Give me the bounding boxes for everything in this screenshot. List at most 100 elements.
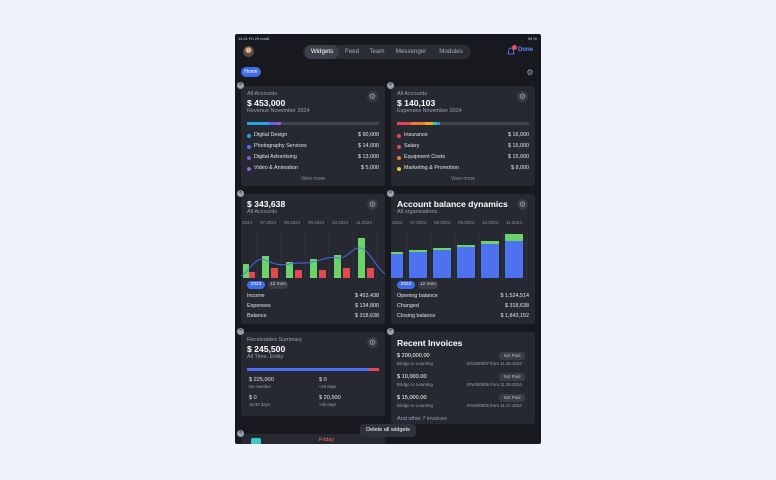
revenue-settings-icon[interactable]: ⚙: [367, 91, 378, 102]
expenses-item-dot: [397, 167, 401, 171]
expenses-item-dot: [397, 145, 401, 149]
calendar-card[interactable]: Friday: [241, 434, 385, 444]
balance-dynamics-card[interactable]: Account balance dynamics All organizatio…: [391, 194, 535, 324]
remove-widget-icon[interactable]: ×: [387, 328, 394, 335]
invoice-status-badge: Not Paid: [499, 394, 525, 402]
invoices-other[interactable]: And other 7 invoices: [397, 416, 447, 422]
revenue-bar-seg-5: [281, 122, 379, 125]
done-button[interactable]: Done: [518, 47, 533, 53]
invoice-amount: $ 15,000.00: [397, 395, 427, 401]
cashflow-label: All Accounts: [247, 209, 277, 215]
expenses-card[interactable]: All Accounts $ 140,103 Expenses November…: [391, 86, 535, 186]
invoice-row[interactable]: $ 200,000.00 Bridge to Learning INV000007 …: [391, 352, 535, 374]
cashflow-month-label: 2024: [242, 220, 253, 225]
tab-bar: Widgets Feed Team Messenger Modules: [303, 45, 471, 59]
settings-gear-icon[interactable]: ⚙: [526, 68, 534, 77]
remove-widget-icon[interactable]: ×: [387, 190, 394, 197]
cashflow-settings-icon[interactable]: ⚙: [367, 199, 378, 210]
invoice-number: INV000005 from 11.27.2024: [467, 403, 522, 408]
revenue-item-value: $ 14,000: [358, 143, 379, 149]
receivables-card[interactable]: Receivables Summary $ 245,500 All Time, …: [241, 332, 385, 416]
balance-settings-icon[interactable]: ⚙: [517, 199, 528, 210]
delete-all-widgets-button[interactable]: Delete all widgets: [360, 424, 416, 437]
invoice-status-badge: Not Paid: [499, 373, 525, 381]
balance-chart: [391, 226, 528, 278]
bucket-value: $ 0: [249, 395, 257, 401]
tab-widgets[interactable]: Widgets: [305, 45, 339, 59]
tab-messenger[interactable]: Messenger: [395, 48, 427, 55]
cashflow-chart: [241, 226, 385, 278]
balance-month-label: 10.2024: [482, 220, 499, 225]
period-pill-2024[interactable]: 2024: [247, 281, 265, 289]
period-pill-12-mon[interactable]: 12 mon: [418, 281, 438, 289]
balance-month-label: 2024: [392, 220, 403, 225]
battery-label: 94 %: [527, 36, 537, 41]
revenue-item-name: Video & Animation: [254, 165, 298, 171]
expenses-item-value: $ 16,000: [508, 132, 529, 138]
invoice-row[interactable]: $ 10,000.00 Bridge to Learning INV000006 f…: [391, 373, 535, 395]
balance-month-label: 07.2024: [410, 220, 427, 225]
expense-bar: [295, 270, 302, 278]
expenses-item: Insurance $ 16,000: [391, 131, 535, 142]
expenses-view-more[interactable]: View more: [450, 176, 476, 182]
tab-modules[interactable]: Modules: [439, 48, 463, 55]
cashflow-month-label: 08.2024: [284, 220, 301, 225]
tab-team[interactable]: Team: [369, 48, 385, 55]
avatar[interactable]: [243, 46, 254, 57]
summary-value: $ 453,438: [355, 293, 379, 299]
revenue-item: Video & Animation $ 5,000: [241, 164, 385, 175]
tablet-screen: 14:11 Fri 29 нояб. 94 % Widgets Feed Tea…: [235, 34, 541, 444]
expense-bar: [319, 270, 326, 278]
remove-widget-icon[interactable]: ×: [237, 82, 244, 89]
receivables-settings-icon[interactable]: ⚙: [367, 337, 378, 348]
summary-key: Balance: [247, 313, 267, 319]
expenses-item-dot: [397, 156, 401, 160]
bucket-label: 16-30 days: [249, 402, 270, 407]
expense-bar: [271, 268, 278, 278]
balance-change-bar: [433, 248, 451, 250]
revenue-account-label: All Accounts: [247, 91, 277, 97]
remove-widget-icon[interactable]: ×: [387, 82, 394, 89]
cashflow-card[interactable]: $ 343,638 All Accounts ⚙ 2024 07.2024 08…: [241, 194, 385, 324]
balance-bar: [409, 252, 427, 278]
revenue-item-dot: [247, 134, 251, 138]
balance-change-bar: [505, 234, 523, 241]
invoice-number: INV000007 from 11.28.2024: [467, 361, 522, 366]
remove-widget-icon[interactable]: ×: [237, 328, 244, 335]
period-pill-2024[interactable]: 2024: [397, 281, 415, 289]
balance-month-label: 11.2024: [506, 220, 522, 225]
revenue-view-more[interactable]: View more: [300, 176, 326, 182]
invoice-row[interactable]: $ 15,000.00 Bridge to Learning INV000005 f…: [391, 394, 535, 416]
balance-change-bar: [481, 241, 499, 244]
income-bar: [262, 256, 269, 278]
invoices-card[interactable]: Recent Invoices $ 200,000.00 Bridge to Le…: [391, 332, 535, 424]
invoice-client: Bridge to Learning: [397, 361, 433, 366]
remove-widget-icon[interactable]: ×: [237, 190, 244, 197]
expenses-amount: $ 140,103: [397, 98, 436, 108]
tab-feed[interactable]: Feed: [344, 48, 360, 55]
balance-change-bar: [457, 245, 475, 247]
revenue-card[interactable]: All Accounts $ 453,000 Revenue November …: [241, 86, 385, 186]
remove-widget-icon[interactable]: ×: [237, 430, 244, 437]
revenue-item-value: $ 13,000: [358, 154, 379, 160]
expenses-item-value: $ 8,000: [511, 165, 529, 171]
invoice-number: INV000006 from 11.28.2024: [467, 382, 522, 387]
expenses-settings-icon[interactable]: ⚙: [517, 91, 528, 102]
expenses-period: Expenses November 2024: [397, 108, 462, 114]
invoice-amount: $ 10,000.00: [397, 374, 427, 380]
receivables-bucket: $ 20,500 >30 days: [319, 395, 341, 407]
period-pill-12-mon[interactable]: 12 mon: [268, 281, 288, 289]
revenue-bar-seg-2: [269, 122, 275, 125]
balance-summary-row: Closing balance $ 1,843,152: [391, 313, 535, 323]
revenue-bar-seg-1: [247, 122, 269, 125]
bucket-label: >30 days: [319, 402, 337, 407]
home-chip[interactable]: Home: [241, 67, 261, 77]
balance-trend-line: [241, 247, 385, 277]
cashflow-month-label: 11.2024: [356, 220, 372, 225]
expense-bar: [343, 268, 350, 278]
bucket-value: $ 0: [319, 377, 327, 383]
revenue-bar-seg-3: [275, 122, 278, 125]
revenue-item-dot: [247, 156, 251, 160]
bucket-value: $ 225,000: [249, 377, 274, 383]
balance-bar: [391, 254, 403, 278]
